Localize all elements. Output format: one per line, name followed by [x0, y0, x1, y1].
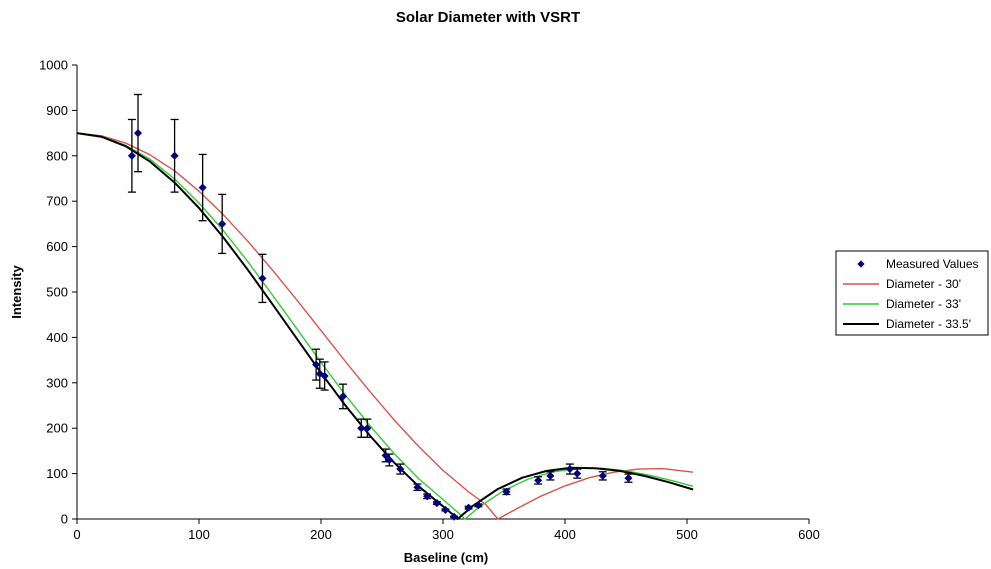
plot-area: 0 100 200 300 400 500 600 0 100 200 300 400 500 600 7…: [39, 58, 820, 543]
x-tick-label: 600: [798, 527, 820, 542]
legend-item: Diameter - 33': [843, 297, 961, 311]
y-tick-label: 400: [46, 330, 68, 345]
x-tick-label: 400: [554, 527, 576, 542]
data-point: [464, 503, 473, 512]
y-tick-label: 200: [46, 421, 68, 436]
data-point: [413, 483, 422, 492]
data-point: [474, 501, 483, 510]
series-line-diameter-33-5-: [76, 132, 694, 520]
legend-label: Diameter - 33': [886, 297, 961, 311]
legend-item: Diameter - 30': [843, 277, 961, 291]
x-tick-label: 500: [676, 527, 698, 542]
x-tick-label: 200: [310, 527, 332, 542]
data-point: [432, 499, 441, 508]
data-point: [170, 151, 179, 160]
y-tick-label: 600: [46, 239, 68, 254]
legend-items: Measured Values Diameter - 30' Diameter - …: [843, 257, 979, 331]
x-tick-label: 0: [73, 527, 80, 542]
data-point: [385, 455, 394, 465]
data-point: [546, 471, 555, 480]
legend: Measured Values Diameter - 30' Diameter - …: [835, 250, 989, 336]
data-point: [357, 424, 366, 433]
data-point: [127, 151, 136, 160]
y-tick-label: 700: [46, 194, 68, 209]
data-point: [198, 183, 207, 192]
legend-label: Measured Values: [886, 257, 979, 271]
x-ticks: 0 100 200 300 400 500 600: [73, 519, 820, 542]
data-point: [218, 219, 227, 228]
legend-label: Diameter - 30': [886, 277, 961, 291]
y-tick-label: 800: [46, 148, 68, 163]
data-point: [258, 274, 267, 283]
series-lines: [76, 132, 694, 520]
x-tick-label: 100: [188, 527, 210, 542]
data-point: [573, 469, 582, 478]
data-markers: [127, 129, 633, 521]
y-axis-label: Intensity: [9, 265, 24, 319]
data-point: [315, 369, 324, 378]
data-point: [565, 465, 574, 474]
y-tick-label: 1000: [39, 58, 68, 73]
y-ticks: 0 100 200 300 400 500 600 700 800 900 1000: [39, 58, 77, 527]
data-point: [363, 424, 372, 433]
error-bars: [127, 93, 633, 518]
y-tick-label: 900: [46, 103, 68, 118]
data-point: [502, 487, 511, 496]
data-point: [624, 474, 633, 483]
data-point: [423, 492, 432, 501]
legend-item: Measured Values: [857, 257, 979, 271]
x-axis-label: Baseline (cm): [404, 550, 489, 565]
chart-title: Solar Diameter with VSRT: [396, 9, 580, 26]
y-tick-label: 500: [46, 285, 68, 300]
y-tick-label: 100: [46, 466, 68, 481]
data-point: [449, 512, 459, 521]
data-point: [338, 392, 347, 401]
data-point: [441, 505, 450, 514]
data-point: [534, 476, 543, 485]
legend-label: Diameter - 33.5': [886, 317, 971, 331]
data-point: [381, 451, 390, 460]
legend-marker: [857, 260, 865, 268]
data-point: [133, 129, 143, 138]
data-point: [598, 471, 607, 480]
x-tick-label: 300: [432, 527, 454, 542]
data-point: [312, 360, 321, 369]
data-point: [320, 371, 329, 381]
data-point: [396, 465, 405, 474]
y-tick-label: 0: [61, 512, 68, 527]
legend-item: Diameter - 33.5': [843, 317, 971, 331]
y-tick-label: 300: [46, 375, 68, 390]
series-line-diameter-30-: [76, 132, 694, 520]
